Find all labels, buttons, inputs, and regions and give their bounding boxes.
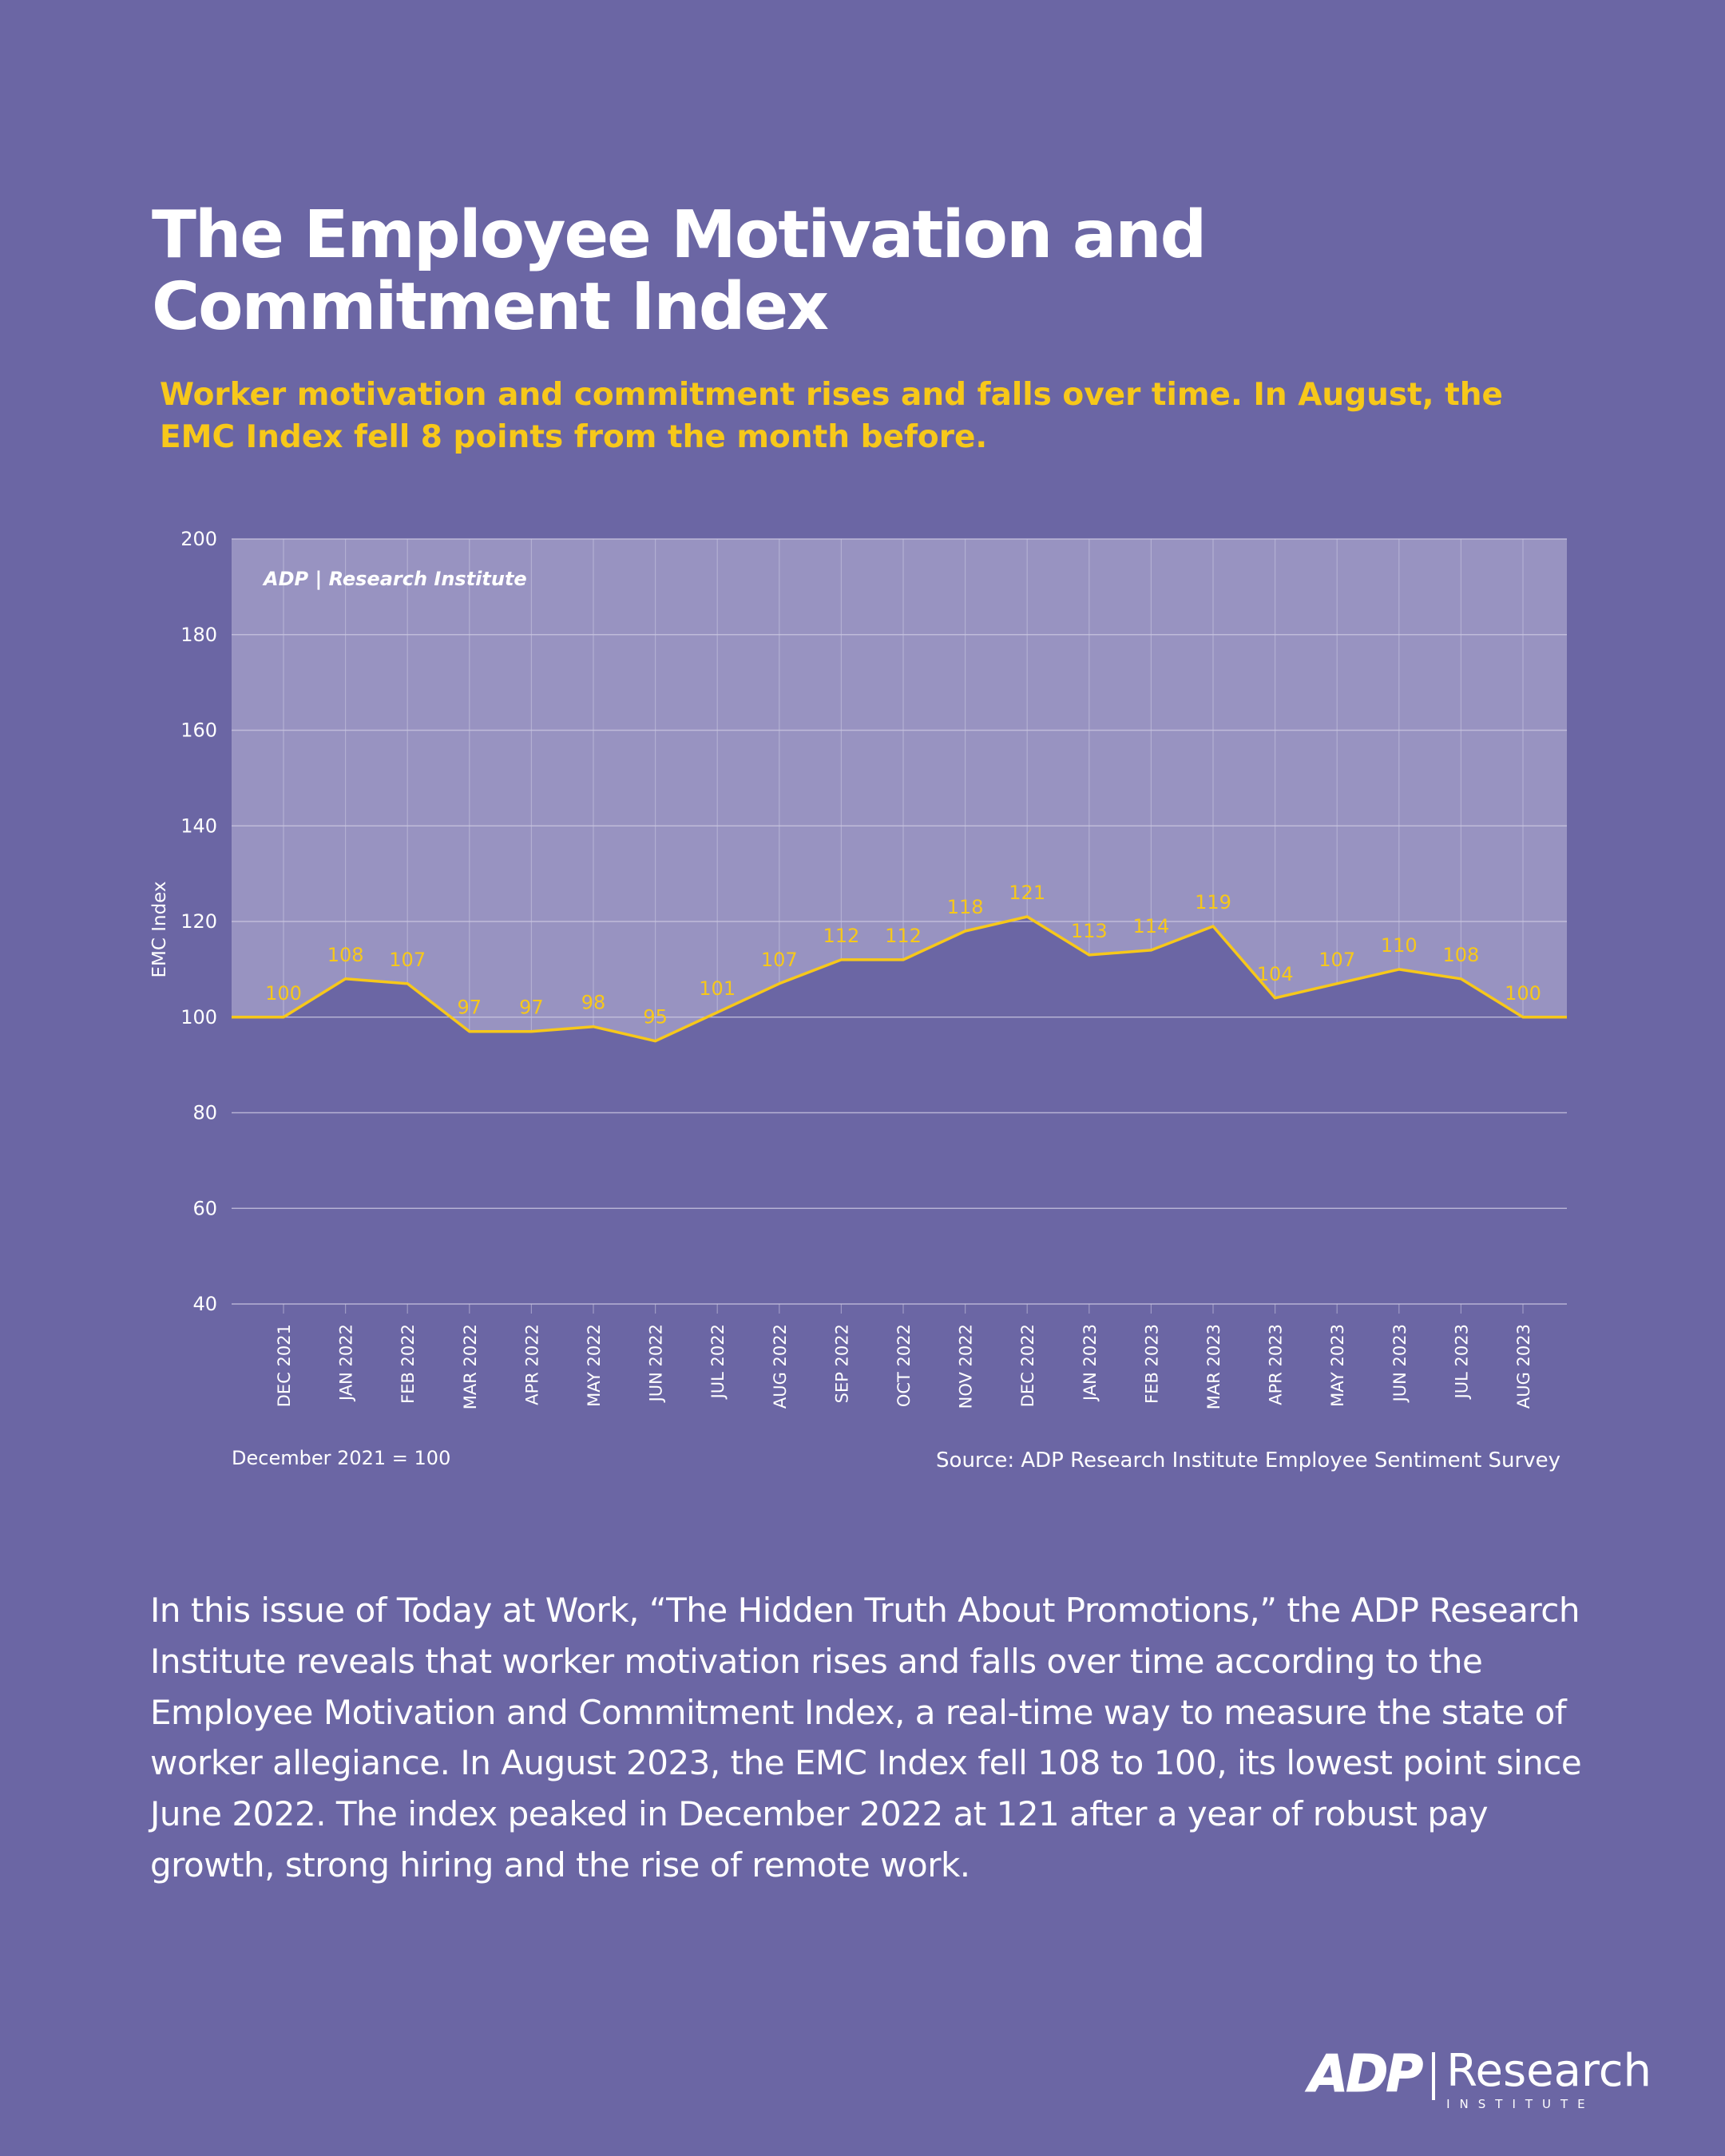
- x-tick-label: APR 2022: [522, 1324, 541, 1405]
- page-title: The Employee Motivation and Commitment I…: [152, 197, 1207, 346]
- data-label: 110: [1381, 934, 1418, 957]
- chart-subtitle: Worker motivation and commitment rises a…: [160, 377, 1503, 456]
- x-tick-label: JAN 2022: [337, 1324, 356, 1402]
- x-tick-label: AUG 2023: [1514, 1324, 1533, 1409]
- data-label: 108: [1442, 944, 1479, 966]
- data-label: 112: [885, 925, 922, 947]
- data-label: 95: [643, 1006, 668, 1028]
- y-tick-label: 160: [180, 719, 217, 742]
- data-label: 121: [1009, 882, 1045, 904]
- x-tick-label: MAR 2023: [1204, 1324, 1223, 1409]
- y-tick-label: 120: [180, 910, 217, 933]
- adp-research-logo: ADP Research INSTITUTE: [1308, 2045, 1652, 2112]
- data-label: 107: [1319, 949, 1355, 971]
- data-label: 119: [1195, 891, 1231, 914]
- x-tick-label: SEP 2022: [832, 1324, 851, 1403]
- data-label: 113: [1071, 920, 1108, 942]
- x-tick-label: JUL 2023: [1452, 1324, 1471, 1400]
- data-label: 114: [1132, 915, 1169, 937]
- emc-index-chart: 100 108 107 97 97 98 95 101 107 112 112 118 121 113 11…: [149, 528, 1567, 1409]
- adp-logo-mark: ADP: [1308, 2045, 1424, 2104]
- data-label: 107: [389, 949, 426, 971]
- y-tick-label: 140: [180, 814, 217, 837]
- data-label: 97: [458, 997, 482, 1019]
- adp-watermark-logo: ADP | Research Institute: [262, 568, 527, 590]
- logo-divider: [1432, 2052, 1436, 2100]
- x-tick-label: FEB 2022: [399, 1324, 418, 1404]
- x-tick-label: NOV 2022: [957, 1324, 976, 1409]
- x-tick-label: MAY 2022: [585, 1324, 604, 1407]
- data-label: 100: [265, 982, 302, 1005]
- data-label: 118: [947, 896, 984, 918]
- data-label: 112: [823, 925, 859, 947]
- logo-institute-text: INSTITUTE: [1446, 2097, 1595, 2111]
- logo-research-text: Research: [1446, 2045, 1652, 2097]
- data-label: 98: [581, 992, 606, 1014]
- x-tick-label: AUG 2022: [771, 1324, 790, 1409]
- source-note: Source: ADP Research Institute Employee …: [936, 1449, 1560, 1472]
- x-tick-label: DEC 2022: [1018, 1324, 1037, 1407]
- x-tick-label: DEC 2021: [275, 1324, 294, 1407]
- x-tick-label: APR 2023: [1267, 1324, 1286, 1405]
- watermark-text: ADP | Research Institute: [262, 568, 527, 590]
- data-label: 108: [327, 944, 364, 966]
- data-label: 107: [761, 949, 798, 971]
- x-tick-label: MAR 2022: [461, 1324, 480, 1409]
- y-tick-label: 200: [180, 528, 217, 550]
- x-tick-label: JUN 2023: [1390, 1324, 1410, 1403]
- area-fill: [232, 917, 1567, 1304]
- x-tick-label: JUN 2022: [647, 1324, 666, 1403]
- y-tick-label: 180: [180, 624, 217, 646]
- data-label: 100: [1505, 982, 1541, 1005]
- x-tick-label: OCT 2022: [894, 1324, 914, 1407]
- x-tick-label: MAY 2023: [1328, 1324, 1347, 1407]
- y-tick-label: 60: [192, 1197, 217, 1219]
- y-tick-label: 80: [192, 1102, 217, 1124]
- data-label: 97: [519, 997, 544, 1019]
- y-tick-label: 100: [180, 1006, 217, 1028]
- baseline-note: December 2021 = 100: [232, 1447, 451, 1469]
- data-label: 104: [1257, 963, 1294, 985]
- x-tick-label: FEB 2023: [1142, 1324, 1161, 1404]
- y-tick-label: 40: [192, 1293, 217, 1315]
- data-label: 101: [699, 977, 736, 1000]
- x-tick-label: JAN 2023: [1081, 1324, 1100, 1402]
- y-axis-title: EMC Index: [149, 881, 170, 977]
- x-tick-label: JUL 2022: [708, 1324, 728, 1400]
- body-paragraph: In this issue of Today at Work, “The Hid…: [150, 1591, 1582, 1885]
